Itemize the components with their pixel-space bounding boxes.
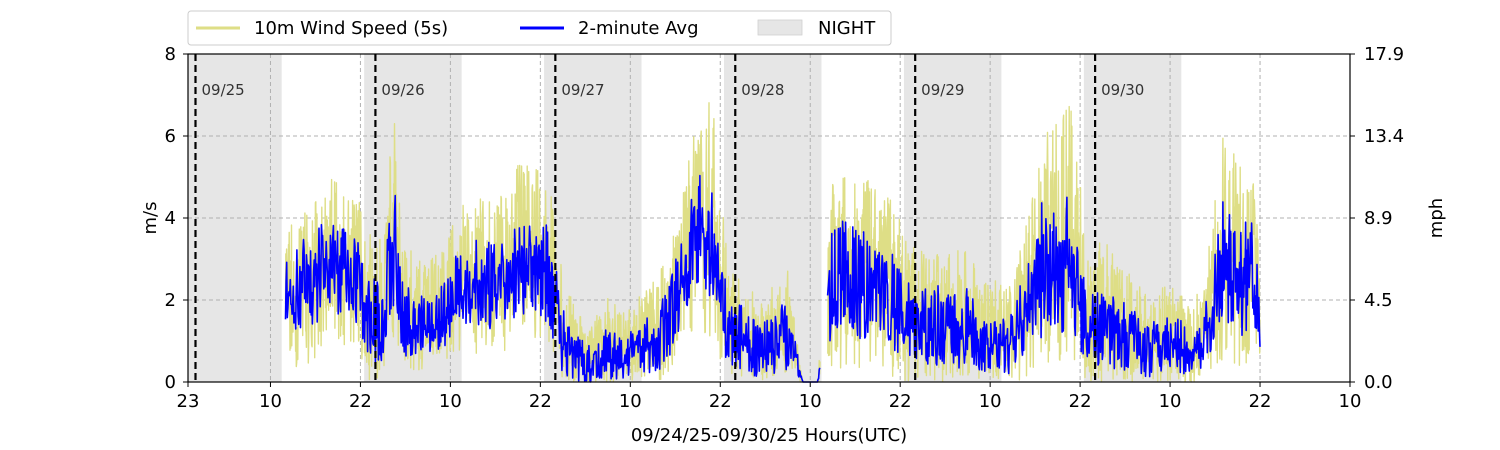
day-marker-label-6: 09/30 — [1101, 81, 1144, 99]
x-tick-label-6: 22 — [709, 391, 732, 412]
y-tick-label-right-2: 8.9 — [1364, 208, 1393, 229]
y-tick-label-left-4: 8 — [165, 44, 176, 65]
y-tick-label-left-1: 2 — [165, 290, 176, 311]
x-tick-label-11: 10 — [1159, 391, 1182, 412]
axis-layer: 23 10 22 10 22 10 22 10 22 10 22 10 22 10 0 2 4 6 8 0.0 4.5 8… — [165, 44, 1405, 412]
x-tick-label-3: 10 — [439, 391, 462, 412]
series-layer — [284, 102, 1261, 383]
x-tick-label-10: 22 — [1069, 391, 1092, 412]
day-marker-label-1: 09/25 — [201, 81, 244, 99]
y-tick-label-left-3: 6 — [165, 126, 176, 147]
day-marker-layer: 09/25 09/26 09/27 09/28 09/29 09/30 — [194, 54, 1144, 382]
x-axis-label: 09/24/25-09/30/25 Hours(UTC) — [631, 425, 907, 446]
y-tick-label-right-3: 13.4 — [1364, 126, 1404, 147]
x-tick-label-2: 22 — [349, 391, 372, 412]
x-tick-label-7: 10 — [799, 391, 822, 412]
legend-label-wind-speed: 10m Wind Speed (5s) — [254, 18, 448, 39]
x-tick-label-13: 10 — [1339, 391, 1362, 412]
y-tick-label-right-1: 4.5 — [1364, 290, 1393, 311]
day-marker-label-2: 09/26 — [381, 81, 424, 99]
series-line-2min-avg — [284, 174, 1261, 383]
legend: 10m Wind Speed (5s) 2-minute Avg NIGHT — [187, 10, 892, 46]
y-axis-label-right: mph — [1426, 198, 1447, 238]
legend-label-night: NIGHT — [818, 18, 876, 39]
day-marker-label-3: 09/27 — [561, 81, 604, 99]
legend-swatch-night — [757, 19, 803, 36]
y-tick-label-left-0: 0 — [165, 372, 176, 393]
day-marker-label-5: 09/29 — [921, 81, 964, 99]
x-tick-label-1: 10 — [259, 391, 282, 412]
x-tick-label-12: 22 — [1249, 391, 1272, 412]
x-tick-label-8: 22 — [889, 391, 912, 412]
day-marker-label-4: 09/28 — [741, 81, 784, 99]
y-axis-label-left: m/s — [140, 202, 161, 235]
y-tick-label-right-4: 17.9 — [1364, 44, 1404, 65]
x-tick-label-0: 23 — [177, 391, 200, 412]
y-tick-label-right-0: 0.0 — [1364, 372, 1393, 393]
y-tick-label-left-2: 4 — [165, 208, 176, 229]
x-tick-label-4: 22 — [529, 391, 552, 412]
x-tick-label-5: 10 — [619, 391, 642, 412]
x-tick-label-9: 10 — [979, 391, 1002, 412]
legend-label-2min-avg: 2-minute Avg — [578, 18, 699, 39]
